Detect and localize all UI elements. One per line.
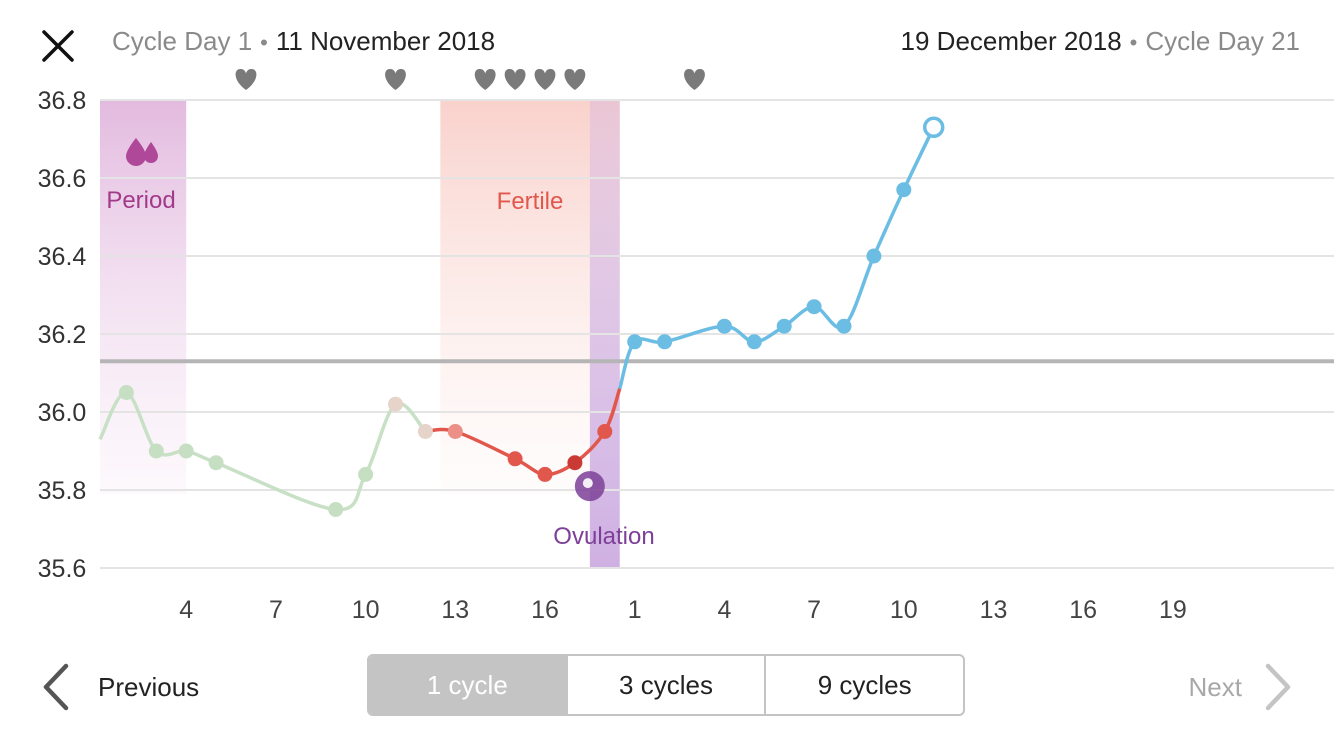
close-button[interactable] <box>36 26 80 66</box>
x-tick-label: 16 <box>1069 596 1097 624</box>
heart-icon <box>474 68 496 90</box>
temperature-point[interactable] <box>836 318 852 334</box>
segment-3-cycles[interactable]: 3 cycles <box>568 656 767 714</box>
previous-label: Previous <box>98 671 200 702</box>
y-tick-label: 36.2 <box>38 321 87 349</box>
temperature-chart[interactable]: 35.6 35.8 36.0 36.2 36.4 36.6 36.8 Period Fert… <box>0 0 1334 640</box>
y-tick-label: 36.0 <box>38 399 87 427</box>
segment-1-cycle[interactable]: 1 cycle <box>369 656 568 714</box>
x-tick-label: 4 <box>717 596 731 624</box>
temperature-point[interactable] <box>148 443 164 459</box>
temperature-point[interactable] <box>776 318 792 334</box>
x-tick-label: 13 <box>441 596 469 624</box>
current-cycle-line <box>618 126 936 390</box>
chart-header: Cycle Day 1 • 11 November 2018 19 December… <box>0 0 1334 90</box>
x-tick-label: 7 <box>269 596 283 624</box>
separator-dot: • <box>1129 30 1138 55</box>
temperature-point[interactable] <box>328 502 344 517</box>
heart-icon <box>235 68 257 90</box>
y-tick-label: 36.4 <box>38 243 87 271</box>
heart-icon <box>385 68 406 90</box>
heart-icon <box>504 68 526 90</box>
cycle-start-date: 11 November 2018 <box>275 26 496 56</box>
y-tick-label: 35.6 <box>38 555 87 583</box>
heart-icon <box>534 68 556 90</box>
temperature-point[interactable] <box>388 396 403 412</box>
temperature-point[interactable] <box>537 466 553 482</box>
temperature-point[interactable] <box>507 451 523 467</box>
x-tick-label: 13 <box>980 596 1008 624</box>
temperature-point[interactable] <box>447 424 463 439</box>
x-tick-label: 10 <box>352 596 380 624</box>
previous-button[interactable]: Previous <box>38 660 199 714</box>
x-tick-label: 1 <box>628 596 642 624</box>
period-label: Period <box>106 187 175 214</box>
heart-icon <box>684 68 705 90</box>
cycle-end-date: 19 December 2018 <box>900 26 1122 56</box>
close-icon <box>42 30 74 62</box>
x-tick-label: 10 <box>890 596 918 624</box>
temperature-point[interactable] <box>746 334 762 350</box>
separator-dot: • <box>260 30 268 55</box>
chevron-left-icon <box>43 663 69 711</box>
x-tick-label: 16 <box>531 596 559 624</box>
temperature-point[interactable] <box>657 334 673 350</box>
temperature-point[interactable] <box>567 455 583 471</box>
temperature-point[interactable] <box>716 318 732 334</box>
x-tick-label: 7 <box>807 596 821 624</box>
cycle-range-selector: 1 cycle 3 cycles 9 cycles <box>367 654 965 716</box>
temperature-point[interactable] <box>896 182 912 198</box>
temperature-point[interactable] <box>358 466 374 482</box>
temperature-point[interactable] <box>118 385 134 400</box>
temperature-point[interactable] <box>627 334 643 350</box>
y-tick-label: 36.6 <box>38 165 87 193</box>
y-tick-label: 35.8 <box>38 477 87 505</box>
temperature-point[interactable] <box>208 455 224 471</box>
cycle-start-day: Cycle Day 1 <box>112 26 253 56</box>
heart-icon <box>564 68 586 90</box>
next-label: Next <box>1188 671 1242 702</box>
previous-cycle-line <box>98 390 427 512</box>
temperature-point[interactable] <box>417 424 433 439</box>
fertile-label: Fertile <box>497 188 564 215</box>
x-tick-label: 19 <box>1159 596 1187 624</box>
cycle-end-info: 19 December 2018 • Cycle Day 21 <box>901 26 1300 57</box>
x-tick-label: 4 <box>179 596 193 624</box>
segment-9-cycles[interactable]: 9 cycles <box>817 669 912 700</box>
today-temperature-point[interactable] <box>922 116 945 139</box>
chart-footer: Previous 1 cycle 3 cycles 9 cycles Next <box>0 640 1334 750</box>
y-tick-label: 36.8 <box>38 87 87 115</box>
cycle-end-day: Cycle Day 21 <box>1145 26 1300 56</box>
temperature-point[interactable] <box>597 424 613 439</box>
ovulation-label: Ovulation <box>553 523 654 550</box>
ovulation-marker-highlight <box>582 478 593 489</box>
period-drops-icon <box>126 138 158 166</box>
chevron-right-icon <box>1265 663 1291 711</box>
temperature-point[interactable] <box>866 248 882 264</box>
temperature-point[interactable] <box>806 299 822 315</box>
cycle-start-info: Cycle Day 1 • 11 November 2018 <box>112 26 495 57</box>
next-button[interactable]: Next <box>1189 660 1296 714</box>
temperature-point[interactable] <box>178 443 194 459</box>
